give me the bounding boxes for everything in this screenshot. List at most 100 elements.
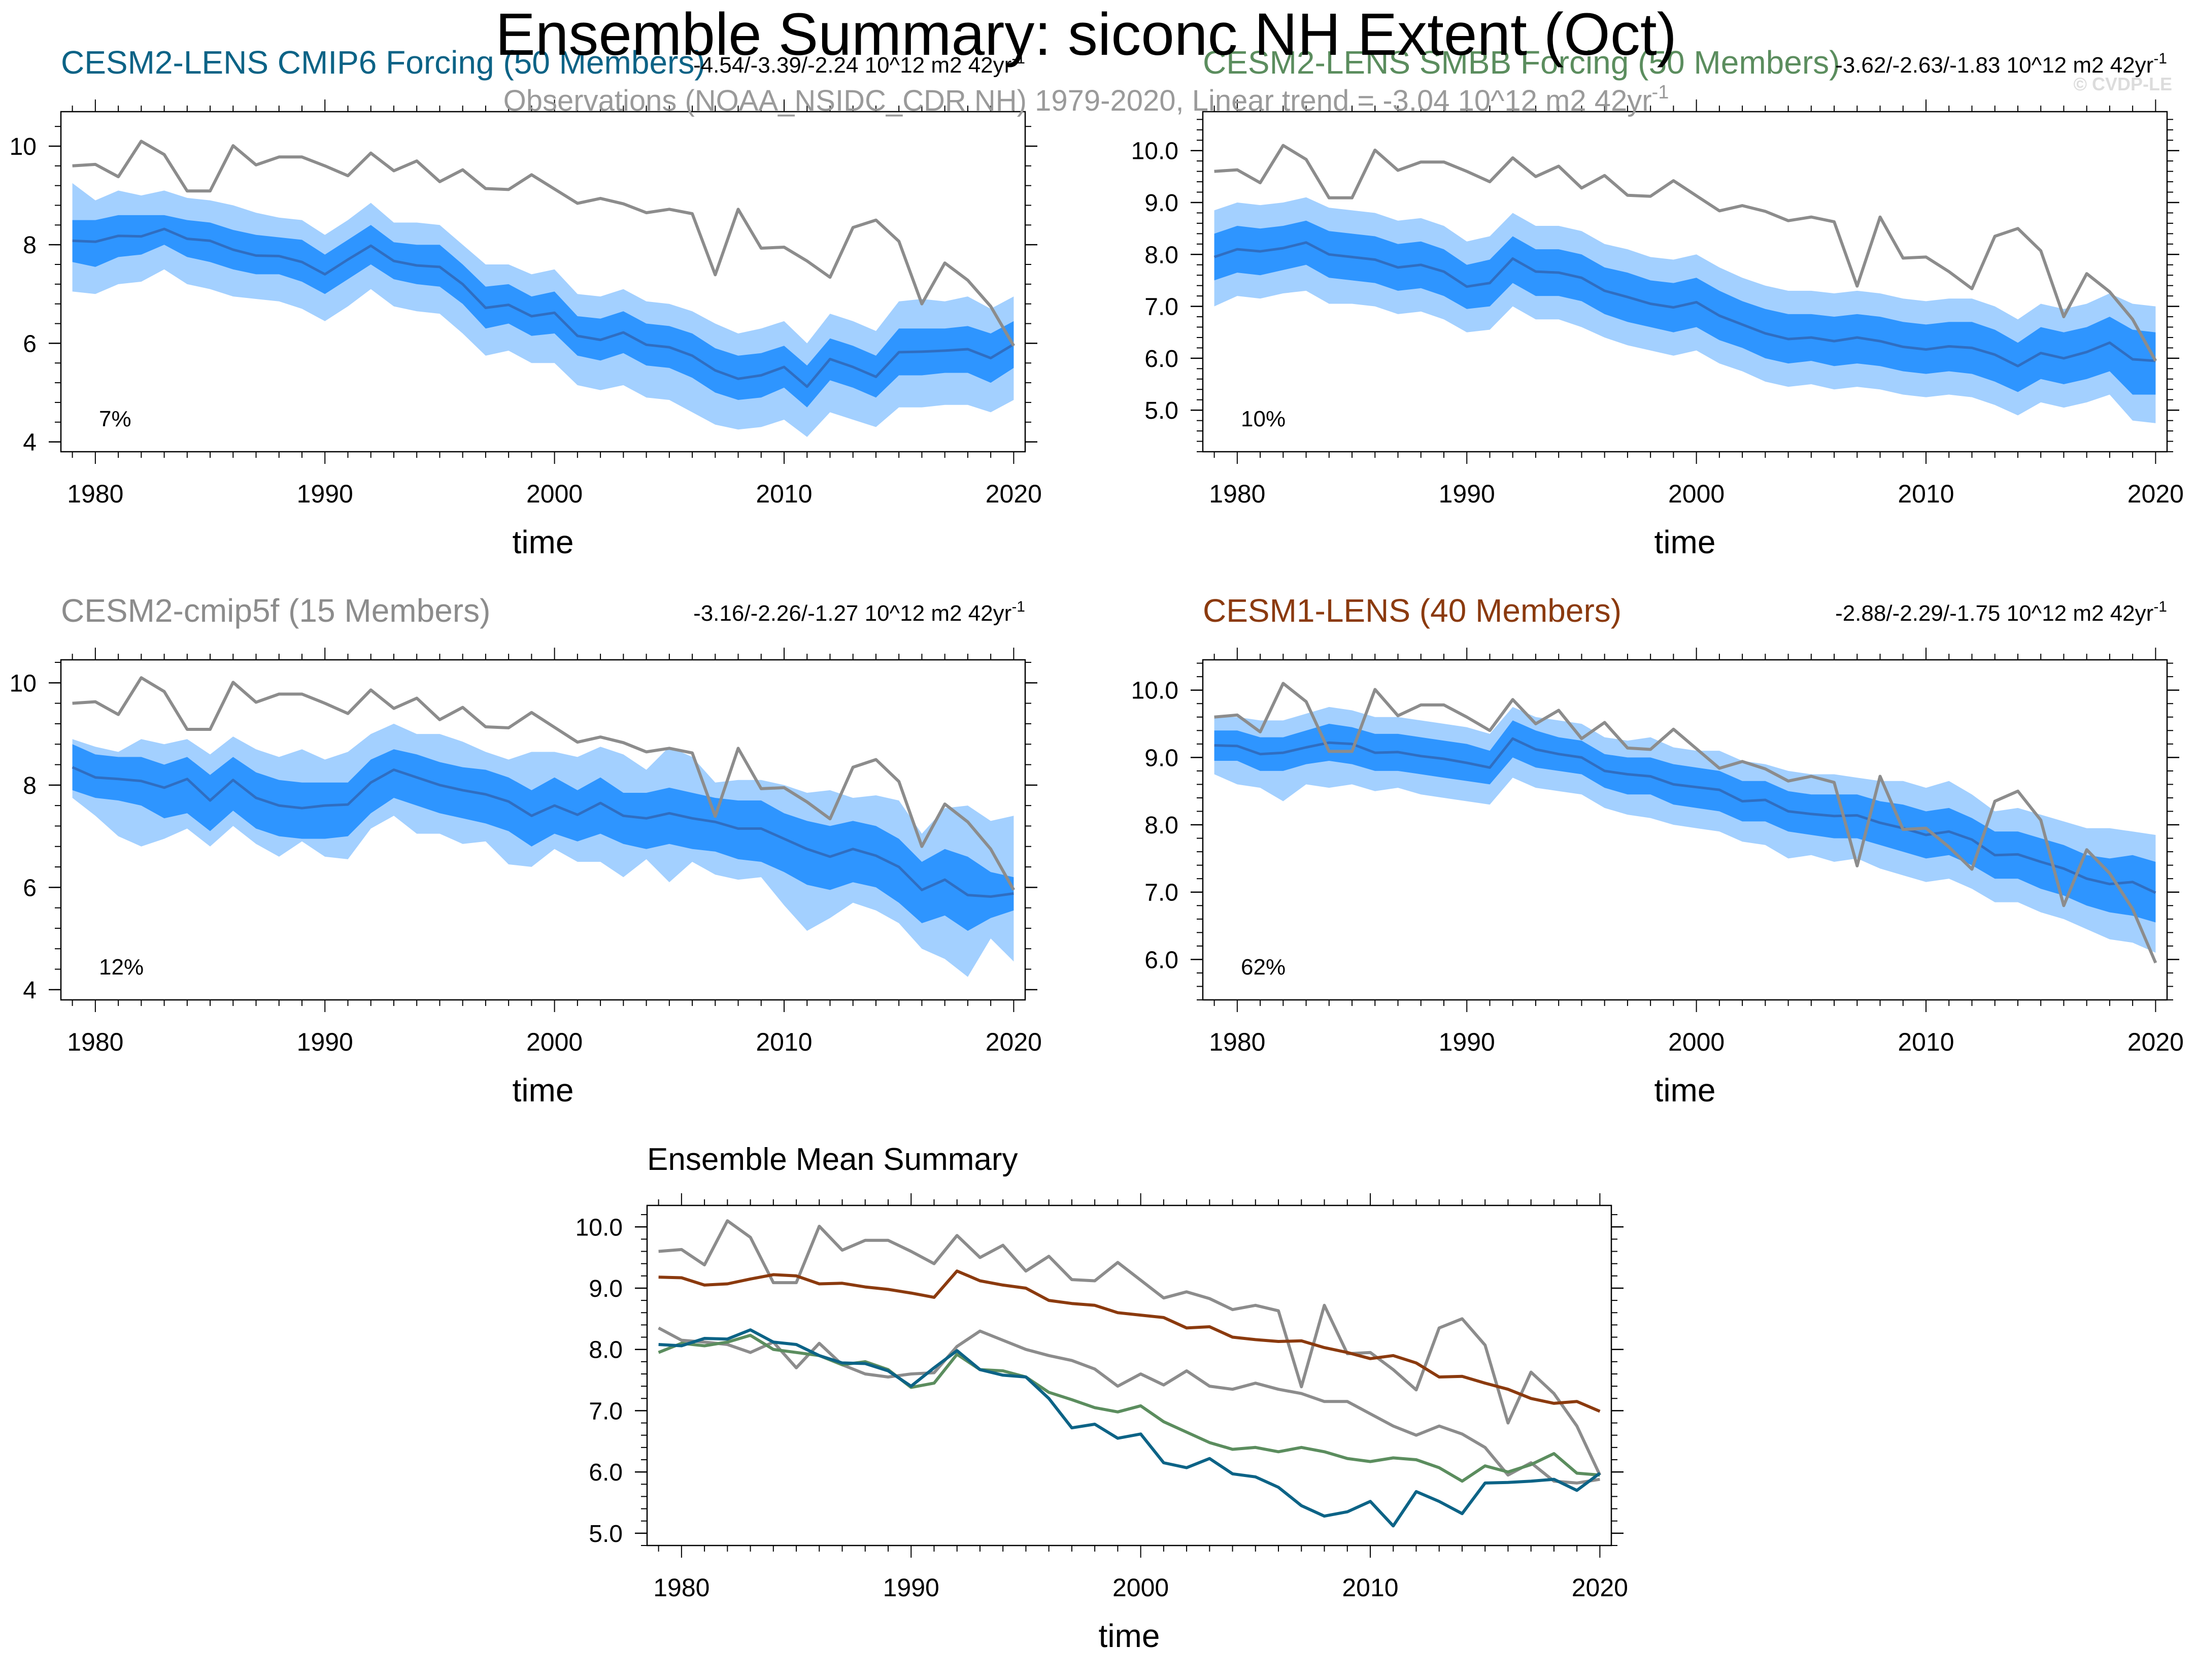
panel-title: CESM2-LENS CMIP6 Forcing (50 Members) [61,44,705,81]
observations-line [72,140,1015,347]
observations-line [1214,682,2157,964]
x-tick-label: 1990 [297,480,353,508]
y-tick-label: 6 [23,875,37,901]
plot-area [72,140,1015,437]
trend-text: -4.54/-3.39/-2.24 10^12 m2 42yr-1 [693,50,1025,78]
x-tick-label: 2000 [1668,1028,1725,1056]
y-tick-label: 8 [23,232,37,259]
ensemble-mean-line [72,227,1015,388]
figure-title: Ensemble Summary: siconc NH Extent (Oct) [495,1,1677,68]
plot-frame [60,659,1026,1001]
x-tick-label: 2010 [1898,1028,1954,1056]
x-tick-label: 2020 [2127,1028,2184,1056]
panel-ensemble-mean-summary: 5.0 6.0 7.0 8.0 9.0 10.0 1980 1990 2000 2010 2020 t… [576,1142,1628,1654]
y-tick-label: 6.0 [1144,346,1178,373]
x-tick-label: 1980 [67,1028,123,1056]
inner-spread-band [1214,220,2156,395]
series-line-observations [658,1219,1602,1476]
x-tick-label: 1990 [1439,480,1495,508]
ensemble-mean-line [72,766,1014,898]
x-tick-label: 1980 [67,480,123,508]
x-tick-label: 2020 [986,1028,1042,1056]
y-tick-label: 5.0 [589,1521,623,1548]
y-tick-label: 9.0 [1144,745,1178,771]
plot-area [1213,144,2157,423]
y-tick-label: 9.0 [589,1275,623,1302]
observations-line [72,676,1016,891]
x-tick-label: 2020 [986,480,1042,508]
panel-title: Ensemble Mean Summary [647,1142,1018,1177]
y-tick-label: 4 [23,429,37,456]
y-tick-label: 6.0 [1144,947,1178,973]
percent-label: 7% [99,407,131,431]
x-tick-label: 2020 [2127,480,2184,508]
observations-subtitle: Observations (NOAA_NSIDC_CDR NH) 1979-20… [503,82,1669,117]
plot-area [658,1219,1602,1528]
x-tick-label: 2000 [1112,1573,1169,1602]
y-tick-label: 7.0 [589,1398,623,1425]
series-line-cesm1-lens [658,1269,1601,1413]
y-tick-label: 8.0 [1144,812,1178,839]
x-tick-label: 2000 [526,480,583,508]
panel-cesm2-cmip6: 4 6 8 10 1980 1990 2000 2010 2020 time CESM2-LENS … [10,44,1042,560]
x-axis-label: time [1654,1072,1716,1108]
watermark: © CVDP-LE [2073,74,2172,94]
inner-spread-band [72,744,1014,931]
y-tick-label: 7.0 [1144,294,1178,321]
y-tick-label: 6 [23,330,37,357]
plot-area [1214,682,2157,964]
y-tick-label: 10.0 [1131,678,1178,704]
y-tick-label: 10.0 [576,1214,623,1241]
x-tick-label: 1990 [297,1028,353,1056]
x-tick-label: 1990 [883,1573,939,1602]
y-tick-label: 8 [23,772,37,799]
percent-label: 10% [1241,407,1286,431]
y-tick-label: 7.0 [1144,880,1178,906]
observations-line [1214,144,2157,362]
inner-spread-band [72,215,1014,408]
x-axis-label: time [513,1072,574,1108]
x-tick-label: 2010 [756,1028,812,1056]
percent-label: 62% [1241,955,1286,980]
x-axis-label: time [1099,1618,1160,1654]
plot-frame [646,1204,1612,1547]
y-tick-label: 10 [10,133,37,160]
ensemble-mean-line [1213,241,2156,367]
series-line-cesm2-lens-cmip6 [658,1328,1601,1528]
plot-frame [1202,659,2168,1001]
x-tick-label: 1980 [1209,480,1265,508]
trend-text: -3.62/-2.63/-1.83 10^12 m2 42yr-1 [1835,50,2167,78]
plot-frame [60,111,1026,453]
chart-panels: 4 6 8 10 1980 1990 2000 2010 2020 time CESM2-LENS … [10,44,2184,1654]
x-tick-label: 1980 [653,1573,710,1602]
series-line-cesm2-cmip5f [658,1326,1600,1485]
y-tick-label: 6.0 [589,1459,623,1486]
panel-title: CESM2-cmip5f (15 Members) [61,592,490,629]
y-tick-label: 4 [23,977,37,1004]
panel-cesm1-lens: 6.0 7.0 8.0 9.0 10.0 1980 1990 2000 2010 2020 time… [1131,592,2184,1108]
y-tick-label: 8.0 [589,1337,623,1364]
trend-text: -3.16/-2.26/-1.27 10^12 m2 42yr-1 [693,598,1025,626]
panel-cesm2-cmip5f: 4 6 8 10 1980 1990 2000 2010 2020 time CESM2-cmip5… [10,592,1042,1108]
x-tick-label: 2000 [526,1028,583,1056]
trend-text: -2.88/-2.29/-1.75 10^12 m2 42yr-1 [1835,598,2167,626]
y-tick-label: 8.0 [1144,242,1178,268]
x-tick-label: 1980 [1209,1028,1265,1056]
ensemble-mean-line [1214,737,2156,894]
panel-title: CESM1-LENS (40 Members) [1203,592,1621,629]
x-tick-label: 2020 [1572,1573,1628,1602]
y-tick-label: 10.0 [1131,138,1178,165]
x-axis-label: time [1654,524,1716,560]
x-axis-label: time [513,524,574,560]
percent-label: 12% [99,955,144,980]
panel-cesm2-smbb: 5.0 6.0 7.0 8.0 9.0 10.0 1980 1990 2000 2010 2020 t… [1131,44,2184,560]
y-tick-label: 10 [10,670,37,697]
x-tick-label: 1990 [1439,1028,1495,1056]
plot-area [72,676,1016,977]
x-tick-label: 2000 [1668,480,1725,508]
x-tick-label: 2010 [1342,1573,1398,1602]
x-tick-label: 2010 [1898,480,1954,508]
y-tick-label: 5.0 [1144,397,1178,424]
x-tick-label: 2010 [756,480,812,508]
